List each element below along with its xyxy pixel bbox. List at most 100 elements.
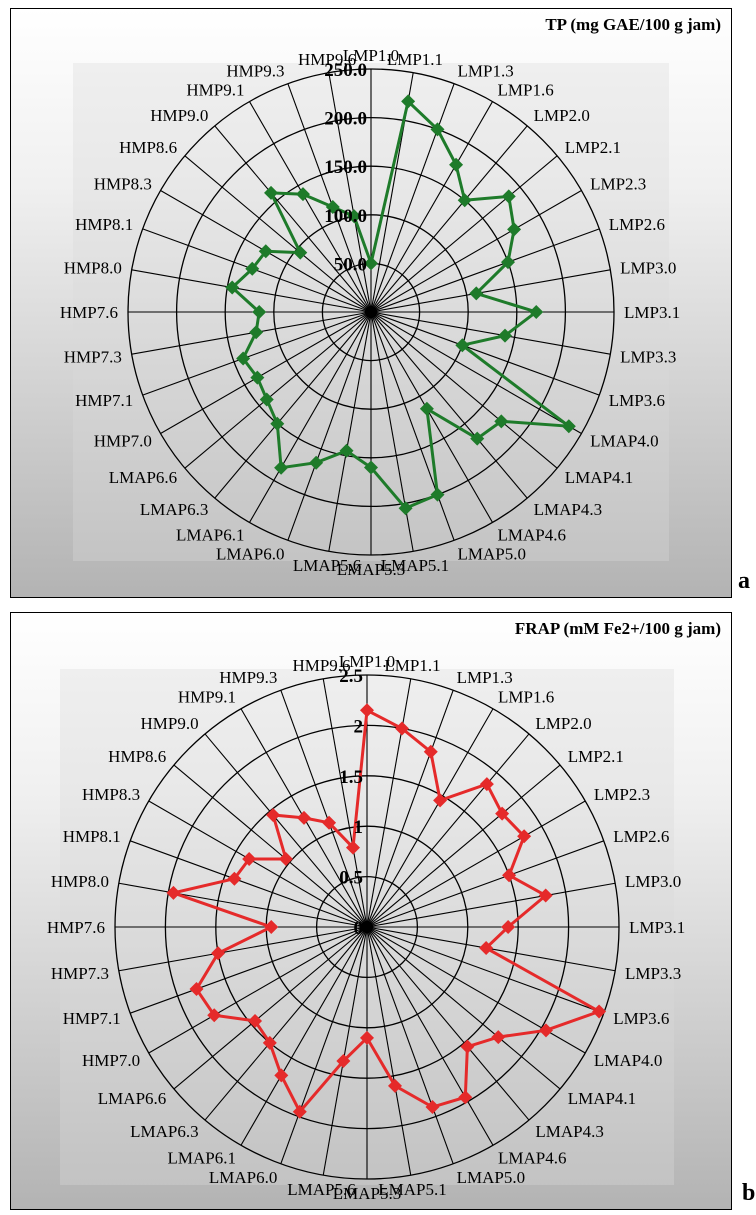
grid-spoke [328, 311, 372, 552]
grid-spoke [370, 311, 582, 434]
grid-spoke [118, 882, 368, 928]
category-label: LMAP6.0 [216, 545, 284, 564]
tick-label: 200.0 [324, 109, 367, 130]
category-label: LMP3.3 [625, 964, 681, 983]
center-hub [361, 921, 373, 933]
tick-label: 0 [354, 918, 364, 939]
data-point [345, 840, 360, 855]
category-label: LMP1.1 [384, 656, 440, 675]
category-label: HMP7.0 [82, 1051, 140, 1070]
data-point [274, 460, 289, 475]
category-label: LMP2.1 [565, 138, 621, 157]
data-point [252, 305, 267, 319]
chart-title: FRAP (mM Fe2+/100 g jam) [514, 619, 721, 638]
data-point [270, 416, 285, 431]
data-point [430, 487, 445, 502]
category-label: LMAP4.6 [498, 1148, 566, 1167]
category-label: LMAP4.1 [565, 468, 633, 487]
category-label: LMAP5.6 [293, 556, 361, 575]
grid-spoke [131, 269, 372, 313]
data-point [501, 189, 516, 204]
data-point [360, 703, 374, 718]
grid-spoke [366, 882, 616, 928]
grid-spoke [366, 678, 412, 928]
chart-panel-frap: LMP1.0 LMP1.1 LMP1.3 LMP1.6 LMP2.0 LMP2.1 LMP2… [10, 612, 732, 1210]
category-label: LMAP4.0 [594, 1051, 662, 1070]
grid-spoke [249, 101, 372, 313]
grid-spoke [370, 311, 455, 541]
category-label: HMP9.3 [219, 668, 277, 687]
grid-spoke [366, 926, 494, 1146]
category-label: LMP2.1 [568, 747, 624, 766]
data-point [236, 351, 251, 366]
grid-spoke [328, 72, 372, 313]
grid-spoke [366, 926, 454, 1164]
data-point [242, 851, 257, 866]
grid-spoke [204, 733, 368, 928]
grid-spoke [370, 83, 455, 313]
category-label: HMP7.6 [47, 918, 105, 937]
data-point [398, 501, 413, 516]
category-label: LMAP6.6 [109, 468, 177, 487]
grid-spoke [148, 800, 368, 928]
category-label: HMP7.6 [60, 303, 118, 322]
grid-spoke [366, 708, 494, 928]
grid-spoke [366, 800, 586, 928]
category-label: LMAP5.1 [378, 1180, 446, 1199]
category-label: LMP1.6 [498, 688, 554, 707]
data-point [274, 1068, 289, 1083]
category-label: LMP3.1 [624, 303, 680, 322]
grid-spoke [366, 690, 454, 928]
grid-spoke [130, 840, 368, 928]
data-point [455, 338, 470, 353]
grid-spoke [184, 311, 372, 469]
category-label: HMP8.1 [63, 827, 121, 846]
category-label: HMP9.1 [178, 688, 236, 707]
panel-letter: b [742, 1180, 756, 1206]
chart-title: TP (mg GAE/100 g jam) [545, 15, 721, 34]
data-point [529, 305, 544, 319]
grid-spoke [370, 155, 558, 313]
data-point [250, 370, 265, 385]
data-point [360, 1030, 374, 1045]
grid-spoke [322, 678, 368, 928]
data-point [189, 982, 204, 997]
data-point [491, 1030, 506, 1045]
grid-spoke [148, 926, 368, 1054]
category-label: HMP8.1 [75, 215, 133, 234]
data-point [249, 325, 264, 340]
grid-spoke [366, 926, 412, 1176]
grid-spoke [160, 311, 372, 434]
category-label: HMP8.3 [94, 175, 152, 194]
tick-label: 0.5 [339, 868, 363, 889]
grid-spoke [204, 926, 368, 1121]
category-label: LMP3.6 [609, 391, 665, 410]
data-point [498, 328, 513, 343]
category-label: HMP7.1 [75, 391, 133, 410]
category-label: LMAP5.1 [381, 556, 449, 575]
grid-spoke [370, 228, 600, 313]
grid-spoke [370, 311, 493, 523]
tick-label: 150.0 [324, 157, 367, 178]
category-label: LMP2.0 [535, 714, 591, 733]
data-point [460, 1039, 475, 1054]
category-label: LMP1.1 [387, 50, 443, 69]
grid-spoke [370, 125, 528, 313]
grid-spoke [287, 311, 372, 541]
data-point [517, 829, 532, 844]
data-point [592, 1004, 607, 1019]
data-point [430, 122, 445, 137]
category-label: HMP7.1 [63, 1009, 121, 1028]
tick-label: 100.0 [324, 206, 367, 227]
grid-spoke [249, 311, 372, 523]
category-label: LMP1.0 [343, 46, 399, 65]
grid-spoke [366, 926, 530, 1121]
category-label: HMP9.0 [140, 714, 198, 733]
category-label: LMP3.0 [625, 872, 681, 891]
data-point [419, 401, 434, 416]
category-label: LMP1.6 [498, 80, 554, 99]
data-point [433, 793, 448, 808]
data-point [295, 187, 310, 202]
category-label: LMP3.6 [613, 1009, 669, 1028]
category-label: LMP2.6 [609, 215, 665, 234]
